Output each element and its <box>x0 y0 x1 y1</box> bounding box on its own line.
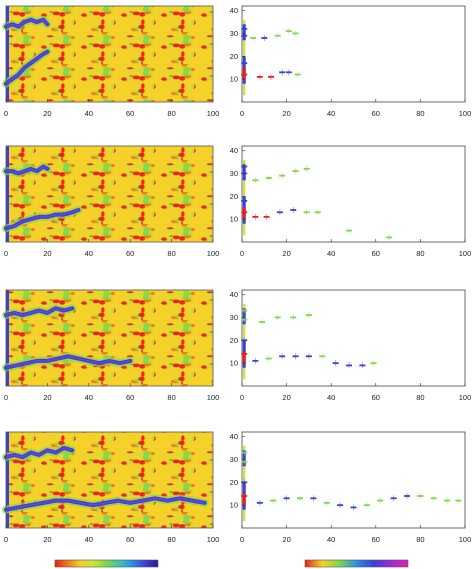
x-tick-label: 40 <box>327 109 335 118</box>
x-tick-label: 40 <box>327 393 335 402</box>
x-tick-label: 40 <box>85 393 93 402</box>
heatmap-panel: 0 20 40 60 80 100 <box>2 431 220 544</box>
x-tick-label: 100 <box>207 109 220 118</box>
scatter-frame <box>241 289 466 387</box>
x-tick-label: 60 <box>126 249 134 258</box>
heatmap-panel: 0 20 40 60 80 100 <box>2 145 220 258</box>
x-tick-label: 40 <box>327 535 335 544</box>
x-tick-label: 80 <box>167 393 175 402</box>
x-tick-label: 20 <box>282 249 290 258</box>
x-tick-label: 60 <box>372 249 380 258</box>
y-tick-label: 40 <box>230 6 238 15</box>
heatmap-field <box>6 290 213 386</box>
x-tick-label: 20 <box>282 535 290 544</box>
x-tick-label: 100 <box>459 393 472 402</box>
x-tick-label: 0 <box>4 249 8 258</box>
x-tick-label: 80 <box>416 109 424 118</box>
colorbar-left <box>54 559 159 568</box>
fracture-inlet <box>6 6 9 102</box>
heatmap-panel: 0 20 40 60 80 100 <box>2 289 220 402</box>
y-tick-label: 30 <box>230 169 238 178</box>
x-tick-label: 100 <box>459 535 472 544</box>
x-tick-label: 60 <box>126 393 134 402</box>
x-tick-label: 100 <box>459 109 472 118</box>
scatter-panel: 10 20 30 40 0 20 40 60 80 100 <box>230 145 472 258</box>
scatter-frame <box>241 5 466 103</box>
x-tick-label: 80 <box>167 535 175 544</box>
y-tick-label: 10 <box>230 359 238 368</box>
fracture-inlet <box>6 290 9 386</box>
x-tick-label: 80 <box>416 249 424 258</box>
y-tick-label: 20 <box>230 192 238 201</box>
y-tick-label: 40 <box>230 146 238 155</box>
x-tick-label: 20 <box>43 535 51 544</box>
x-tick-label: 60 <box>126 109 134 118</box>
y-tick-label: 20 <box>230 478 238 487</box>
x-tick-label: 60 <box>372 109 380 118</box>
y-tick-label: 30 <box>230 313 238 322</box>
y-tick-label: 10 <box>230 75 238 84</box>
x-tick-label: 100 <box>459 249 472 258</box>
fracture-core <box>5 447 73 458</box>
scatter-frame <box>241 431 466 529</box>
scatter-panel: 10 20 30 40 0 20 40 60 80 100 <box>230 289 472 402</box>
fracture-core <box>6 165 48 175</box>
x-tick-label: 80 <box>167 249 175 258</box>
heatmap-frame <box>5 5 214 103</box>
fracture-inlet <box>6 432 9 528</box>
fracture-core <box>5 355 131 369</box>
x-tick-label: 20 <box>43 393 51 402</box>
x-tick-label: 100 <box>207 249 220 258</box>
fracture-core <box>5 497 205 511</box>
x-tick-label: 0 <box>240 109 244 118</box>
x-tick-label: 100 <box>207 393 220 402</box>
y-tick-label: 30 <box>230 455 238 464</box>
heatmap-panel: 0 20 40 60 80 100 <box>2 5 220 118</box>
x-tick-label: 40 <box>327 249 335 258</box>
y-tick-label: 40 <box>230 432 238 441</box>
scatter-frame <box>241 145 466 243</box>
x-tick-label: 0 <box>4 109 8 118</box>
x-tick-label: 0 <box>240 249 244 258</box>
x-tick-label: 40 <box>85 249 93 258</box>
x-tick-label: 40 <box>85 109 93 118</box>
fracture-core <box>5 307 73 316</box>
x-tick-label: 0 <box>240 393 244 402</box>
y-tick-label: 20 <box>230 52 238 61</box>
fracture-core <box>5 18 48 28</box>
x-tick-label: 60 <box>372 535 380 544</box>
x-tick-label: 20 <box>43 109 51 118</box>
fracture-inlet <box>6 146 9 242</box>
x-tick-label: 60 <box>126 535 134 544</box>
colorbar-right <box>304 559 409 568</box>
x-tick-label: 80 <box>416 393 424 402</box>
heatmap-frame <box>5 289 214 387</box>
x-tick-label: 40 <box>85 535 93 544</box>
x-tick-label: 100 <box>207 535 220 544</box>
y-tick-label: 10 <box>230 215 238 224</box>
x-tick-label: 20 <box>43 249 51 258</box>
heatmap-frame <box>5 145 214 243</box>
fracture-core <box>5 51 48 85</box>
y-tick-label: 10 <box>230 501 238 510</box>
heatmap-frame <box>5 431 214 529</box>
x-tick-label: 80 <box>416 535 424 544</box>
x-tick-label: 80 <box>167 109 175 118</box>
y-tick-label: 30 <box>230 29 238 38</box>
x-tick-label: 0 <box>240 535 244 544</box>
x-tick-label: 60 <box>372 393 380 402</box>
fracture-core <box>5 209 79 230</box>
x-tick-label: 20 <box>282 393 290 402</box>
scatter-panel: 10 20 30 40 0 20 40 60 80 100 <box>230 5 472 118</box>
y-tick-label: 20 <box>230 336 238 345</box>
x-tick-label: 0 <box>4 535 8 544</box>
scatter-panel: 10 20 30 40 0 20 40 60 80 100 <box>230 431 472 544</box>
heatmap-field <box>6 432 213 528</box>
y-tick-label: 40 <box>230 290 238 299</box>
x-tick-label: 0 <box>4 393 8 402</box>
x-tick-label: 20 <box>282 109 290 118</box>
heatmap-field <box>6 146 213 242</box>
